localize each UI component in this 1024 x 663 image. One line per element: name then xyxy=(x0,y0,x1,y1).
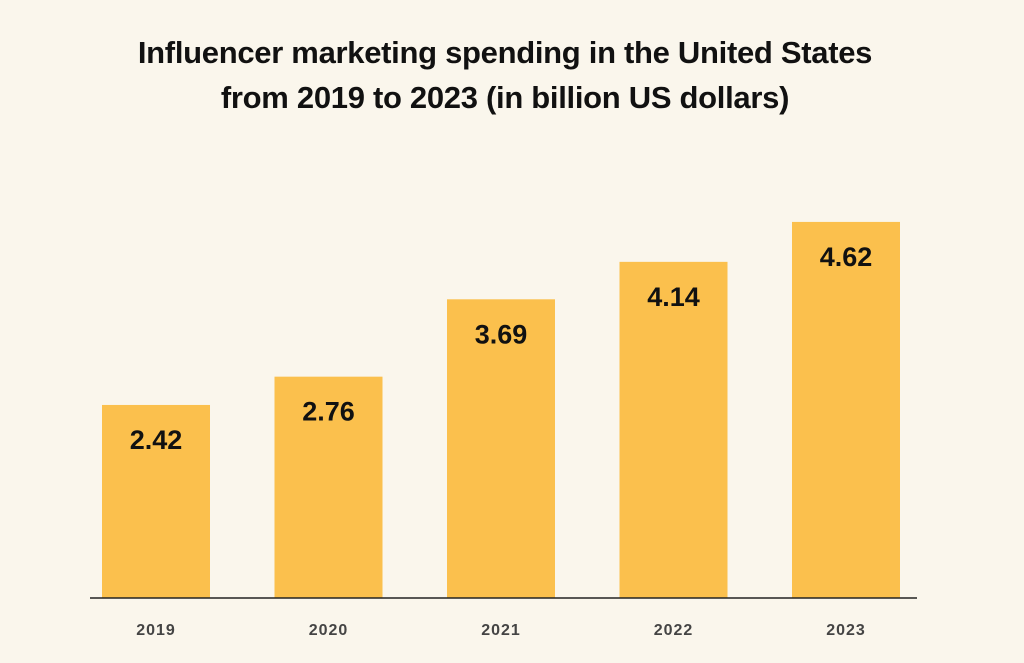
bar-2019 xyxy=(102,404,210,598)
x-tick-label-2023: 2023 xyxy=(826,622,866,639)
data-label-2022: 4.14 xyxy=(647,282,700,312)
x-tick-label-2019: 2019 xyxy=(136,622,176,639)
chart-title-line-1: Influencer marketing spending in the Uni… xyxy=(137,35,873,70)
bar-2023 xyxy=(792,221,900,598)
x-tick-label-2020: 2020 xyxy=(309,622,349,639)
data-label-2021: 3.69 xyxy=(475,319,528,349)
data-label-2019: 2.42 xyxy=(130,425,183,455)
x-tick-label-2022: 2022 xyxy=(654,622,694,639)
chart-title-line-2: from 2019 to 2023 (in billion US dollars… xyxy=(220,80,790,115)
bar-2020 xyxy=(274,376,383,598)
x-tick-label-2021: 2021 xyxy=(481,622,521,639)
data-label-2023: 4.62 xyxy=(820,242,873,272)
data-label-2020: 2.76 xyxy=(302,397,355,427)
bar-2021 xyxy=(447,299,555,598)
chart-title: Influencer marketing spending in the Uni… xyxy=(0,30,1010,120)
bar-2022 xyxy=(619,261,728,598)
